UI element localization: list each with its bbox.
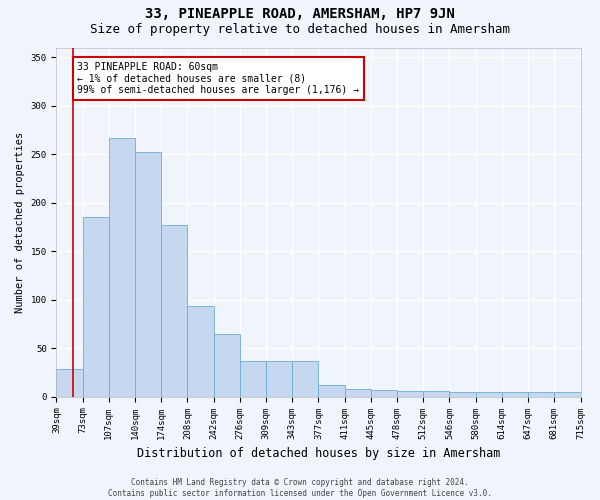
Bar: [56, 368, 83, 396]
Text: Size of property relative to detached houses in Amersham: Size of property relative to detached ho…: [90, 22, 510, 36]
Bar: [187, 306, 214, 396]
Bar: [423, 391, 449, 396]
Y-axis label: Number of detached properties: Number of detached properties: [15, 132, 25, 312]
X-axis label: Distribution of detached houses by size in Amersham: Distribution of detached houses by size …: [137, 447, 500, 460]
Bar: [344, 389, 371, 396]
Bar: [214, 334, 240, 396]
Text: 33 PINEAPPLE ROAD: 60sqm
← 1% of detached houses are smaller (8)
99% of semi-det: 33 PINEAPPLE ROAD: 60sqm ← 1% of detache…: [77, 62, 359, 95]
Bar: [449, 392, 476, 396]
Bar: [528, 392, 554, 396]
Bar: [371, 390, 397, 396]
Bar: [502, 392, 528, 396]
Bar: [476, 392, 502, 396]
Bar: [240, 361, 266, 396]
Bar: [397, 391, 423, 396]
Bar: [135, 152, 161, 396]
Bar: [554, 392, 581, 396]
Bar: [109, 138, 135, 396]
Bar: [83, 217, 109, 396]
Text: 33, PINEAPPLE ROAD, AMERSHAM, HP7 9JN: 33, PINEAPPLE ROAD, AMERSHAM, HP7 9JN: [145, 8, 455, 22]
Bar: [319, 385, 344, 396]
Text: Contains HM Land Registry data © Crown copyright and database right 2024.
Contai: Contains HM Land Registry data © Crown c…: [108, 478, 492, 498]
Bar: [161, 225, 187, 396]
Bar: [266, 361, 292, 396]
Bar: [292, 361, 319, 396]
